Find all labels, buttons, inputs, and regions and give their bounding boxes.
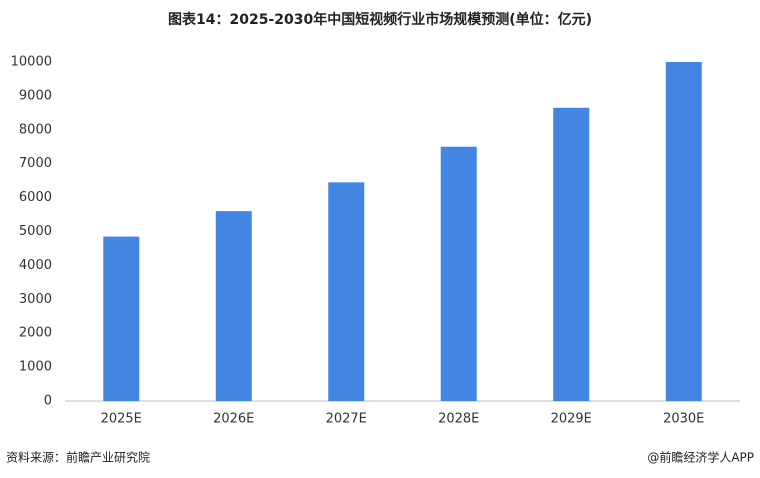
source: 资料来源：前瞻产业研究院: [6, 450, 150, 465]
y-tick-label: 2000: [19, 326, 52, 341]
bar: [665, 62, 702, 401]
x-tick-label: 2027E: [326, 412, 367, 427]
y-tick-label: 8000: [19, 122, 52, 137]
x-tick-label: 2025E: [101, 412, 142, 427]
y-tick-label: 0: [44, 394, 52, 409]
bar: [103, 236, 140, 401]
x-tick-label: 2026E: [213, 412, 254, 427]
x-tick-label: 2028E: [438, 412, 479, 427]
y-tick-label: 9000: [19, 88, 52, 103]
bar: [215, 211, 252, 401]
credit: @前瞻经济学人APP: [647, 450, 754, 465]
y-tick-label: 5000: [19, 224, 52, 239]
x-tick-label: 2029E: [551, 412, 592, 427]
y-tick-label: 10000: [11, 55, 52, 70]
y-tick-label: 6000: [19, 190, 52, 205]
y-tick-label: 1000: [19, 360, 52, 375]
y-tick-label: 7000: [19, 156, 52, 171]
bar: [328, 182, 365, 401]
bar: [553, 107, 590, 401]
x-tick-label: 2030E: [663, 412, 704, 427]
bar: [440, 146, 477, 401]
chart-title: 图表14：2025-2030年中国短视频行业市场规模预测(单位：亿元): [168, 11, 592, 28]
y-tick-label: 3000: [19, 292, 52, 307]
y-tick-label: 4000: [19, 258, 52, 273]
